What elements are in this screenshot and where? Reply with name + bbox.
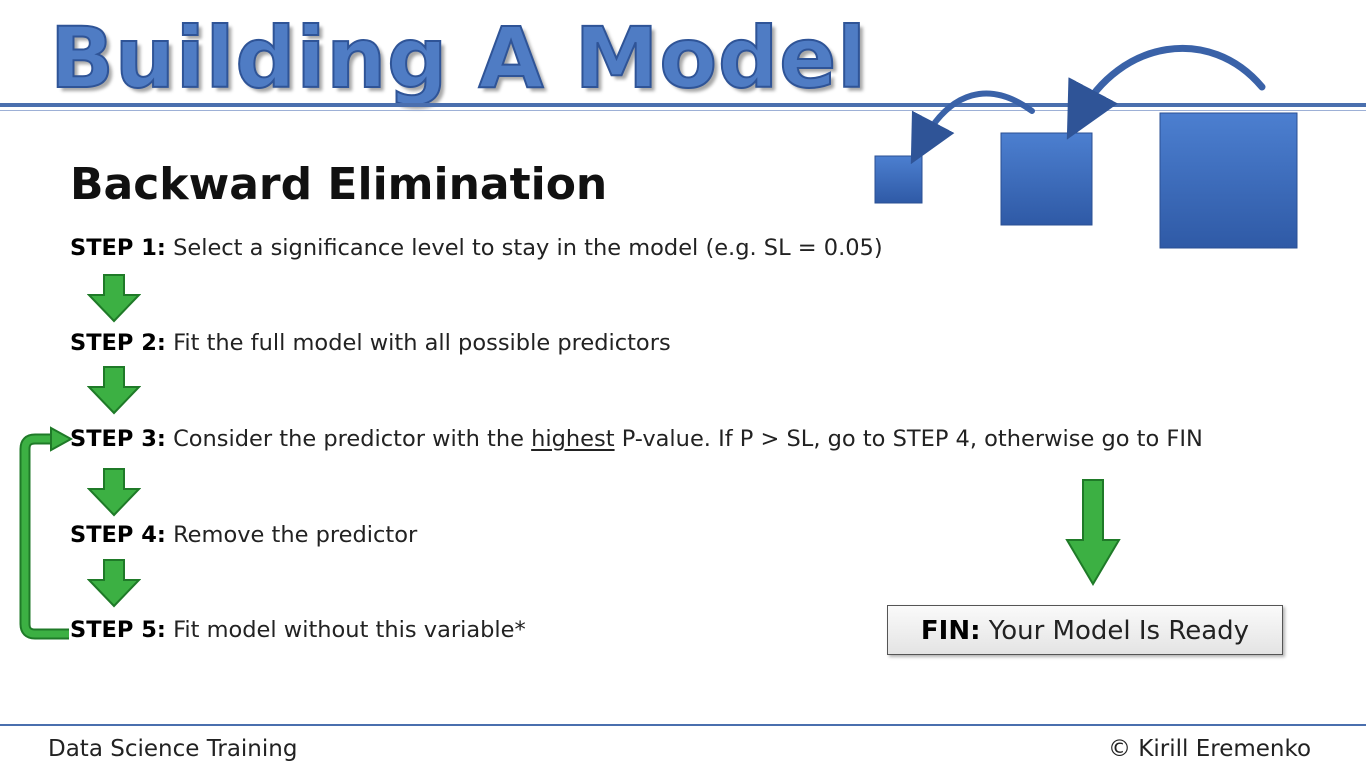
step-5-text: Fit model without this variable*	[173, 617, 526, 643]
step-2-label: STEP 2:	[70, 330, 166, 356]
step-3-emphasis: highest	[531, 426, 615, 452]
footer-course-name: Data Science Training	[48, 736, 298, 762]
down-arrow-icon	[87, 559, 141, 608]
step-3-text-after: P-value. If P > SL, go to STEP 4, otherw…	[621, 426, 1203, 452]
footer-copyright: © Kirill Eremenko	[1108, 736, 1312, 762]
step-1: STEP 1: Select a significance level to s…	[70, 233, 883, 263]
large-box	[1159, 112, 1298, 249]
fin-label: FIN:	[920, 616, 981, 646]
curved-arrow-small-icon	[910, 90, 1035, 165]
step-5-label: STEP 5:	[70, 617, 166, 643]
step-2: STEP 2: Fit the full model with all poss…	[70, 328, 671, 358]
step-4-label: STEP 4:	[70, 522, 166, 548]
curved-arrow-large-icon	[1066, 44, 1266, 140]
title-divider-thin	[0, 110, 1366, 111]
section-heading: Backward Elimination	[70, 159, 608, 210]
title-divider	[0, 103, 1366, 107]
fin-text: Your Model Is Ready	[988, 616, 1250, 646]
medium-box	[1000, 132, 1093, 226]
down-arrow-icon	[87, 366, 141, 415]
step-3: STEP 3: Consider the predictor with the …	[70, 424, 1203, 454]
step-3-label: STEP 3:	[70, 426, 166, 452]
small-box	[874, 155, 923, 204]
down-arrow-icon	[87, 274, 141, 323]
step-1-label: STEP 1:	[70, 235, 166, 261]
step-4: STEP 4: Remove the predictor	[70, 520, 417, 550]
fin-box: FIN: Your Model Is Ready	[887, 605, 1283, 655]
fin-down-arrow-icon	[1065, 479, 1121, 586]
loop-back-arrow-icon	[19, 426, 74, 640]
slide-title: Building A Model	[49, 8, 867, 108]
step-4-text: Remove the predictor	[173, 522, 418, 548]
step-3-text-before: Consider the predictor with the	[173, 426, 524, 452]
step-1-text: Select a significance level to stay in t…	[173, 235, 883, 261]
step-2-text: Fit the full model with all possible pre…	[173, 330, 671, 356]
shrinking-boxes-illustration	[874, 44, 1298, 249]
down-arrow-icon	[87, 468, 141, 517]
footer-divider	[0, 724, 1366, 726]
step-5: STEP 5: Fit model without this variable*	[70, 615, 526, 645]
